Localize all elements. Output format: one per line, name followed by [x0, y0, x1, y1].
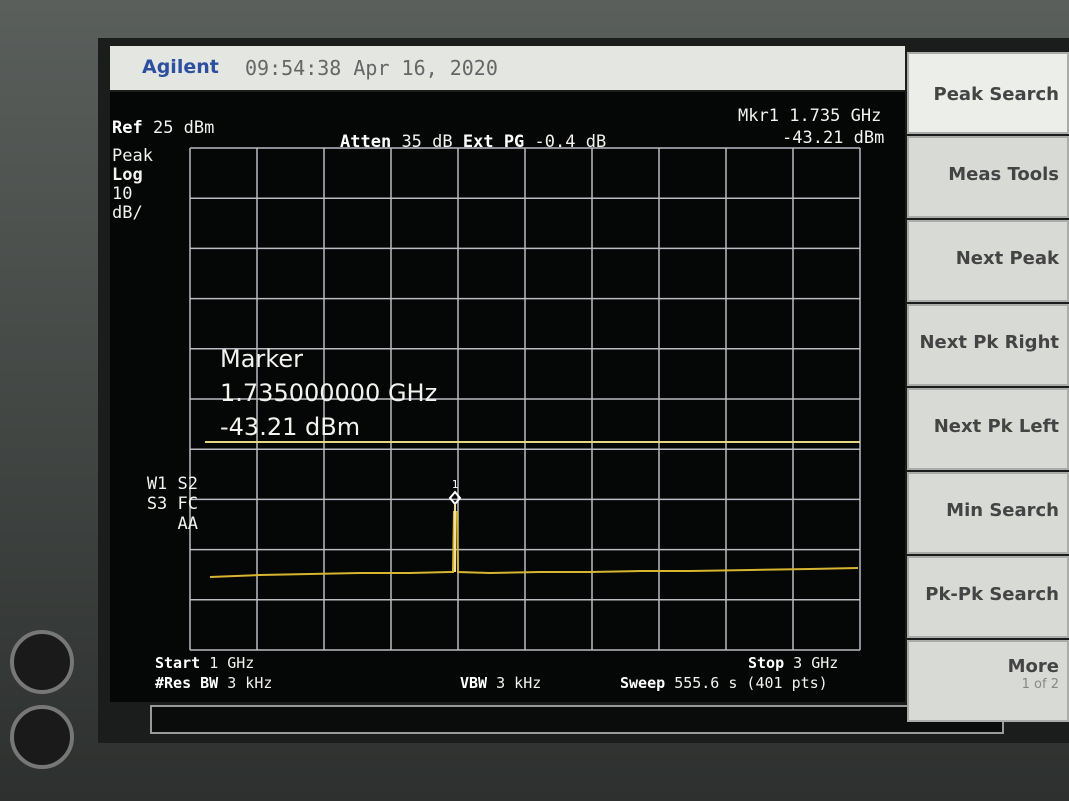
marker-level: -43.21 dBm [782, 128, 885, 148]
status: S3 FC [146, 494, 198, 514]
marker-box: Marker 1.735000000 GHz -43.21 dBm [220, 342, 437, 444]
timestamp: 09:54:38 Apr 16, 2020 [245, 56, 498, 80]
status-panel: W1 S2 S3 FC AA [138, 474, 198, 534]
standby-button[interactable] [10, 705, 74, 769]
label: Sweep [620, 674, 666, 692]
softkey[interactable]: Next Peak [907, 220, 1069, 302]
stop-freq: Stop 3 GHz [748, 654, 838, 672]
softkey[interactable]: More 1 of 2 [907, 640, 1069, 722]
softkey[interactable]: Meas Tools [907, 136, 1069, 218]
scale-value: 10 [112, 184, 133, 204]
start-freq: Start 1 GHz [155, 654, 254, 672]
marker-level: -43.21 dBm [220, 413, 361, 441]
value: 3 GHz [793, 654, 839, 672]
softkey-label: Pk-Pk Search [925, 584, 1059, 605]
brand: Agilent [142, 56, 219, 78]
marker-tag: 1 [452, 478, 459, 491]
softkey[interactable]: Next Pk Left [907, 388, 1069, 470]
softkey-label: Min Search [946, 500, 1059, 521]
vbw: VBW 3 kHz [460, 674, 541, 692]
label: Ref [112, 118, 143, 138]
scale-panel: Peak Log 10 dB/ [112, 147, 153, 223]
softkey[interactable]: Min Search [907, 472, 1069, 554]
label: Start [155, 654, 201, 672]
softkey[interactable]: Pk-Pk Search [907, 556, 1069, 638]
softkey-page: 1 of 2 [1021, 677, 1059, 692]
marker-title: Marker [220, 345, 303, 373]
value: -0.4 dB [534, 132, 607, 152]
value: 1 GHz [209, 654, 255, 672]
marker-readout: Mkr1 1.735 GHz [738, 106, 881, 126]
label: Atten [340, 132, 392, 152]
softkey-label: Next Peak [955, 248, 1059, 269]
scale-type: Log [112, 165, 143, 185]
plot: 1 [189, 147, 861, 651]
label: #Res BW [155, 674, 219, 692]
value: 555.6 s (401 pts) [674, 674, 828, 692]
label: Stop [748, 654, 785, 672]
label: VBW [460, 674, 488, 692]
marker-name: Mkr1 [738, 106, 779, 126]
display: 1 Ref 25 dBm Atten 35 dB Ext PG -0.4 dB … [110, 92, 905, 702]
detector: Peak [112, 146, 153, 166]
softkey[interactable]: Peak Search [907, 52, 1069, 134]
status: W1 S2 [146, 474, 198, 494]
value: 3 kHz [496, 674, 542, 692]
ref-level: Ref 25 dBm [112, 118, 214, 138]
softkey[interactable]: Next Pk Right [907, 304, 1069, 386]
softkey-label: Peak Search [933, 84, 1059, 105]
status-bar [150, 705, 1004, 734]
header-bar: Agilent 09:54:38 Apr 16, 2020 [110, 46, 905, 90]
trace [209, 511, 859, 578]
value: 3 kHz [227, 674, 273, 692]
softkey-label: Meas Tools [948, 164, 1059, 185]
status: AA [177, 514, 198, 534]
knob[interactable] [10, 630, 74, 694]
res-bw: #Res BW 3 kHz [155, 674, 272, 692]
label: Ext PG [462, 132, 525, 152]
attenuation: Atten 35 dB Ext PG -0.4 dB [340, 132, 606, 152]
softkey-label: Next Pk Left [933, 416, 1059, 437]
sweep: Sweep 555.6 s (401 pts) [620, 674, 828, 692]
softkey-label: More [1007, 656, 1059, 677]
value: 25 dBm [152, 118, 215, 138]
marker-freq: 1.735 GHz [789, 106, 882, 126]
marker-frequency: 1.735000000 GHz [220, 379, 438, 407]
softkey-label: Next Pk Right [919, 332, 1059, 353]
value: 35 dB [401, 132, 453, 152]
scale-unit: dB/ [112, 203, 143, 223]
